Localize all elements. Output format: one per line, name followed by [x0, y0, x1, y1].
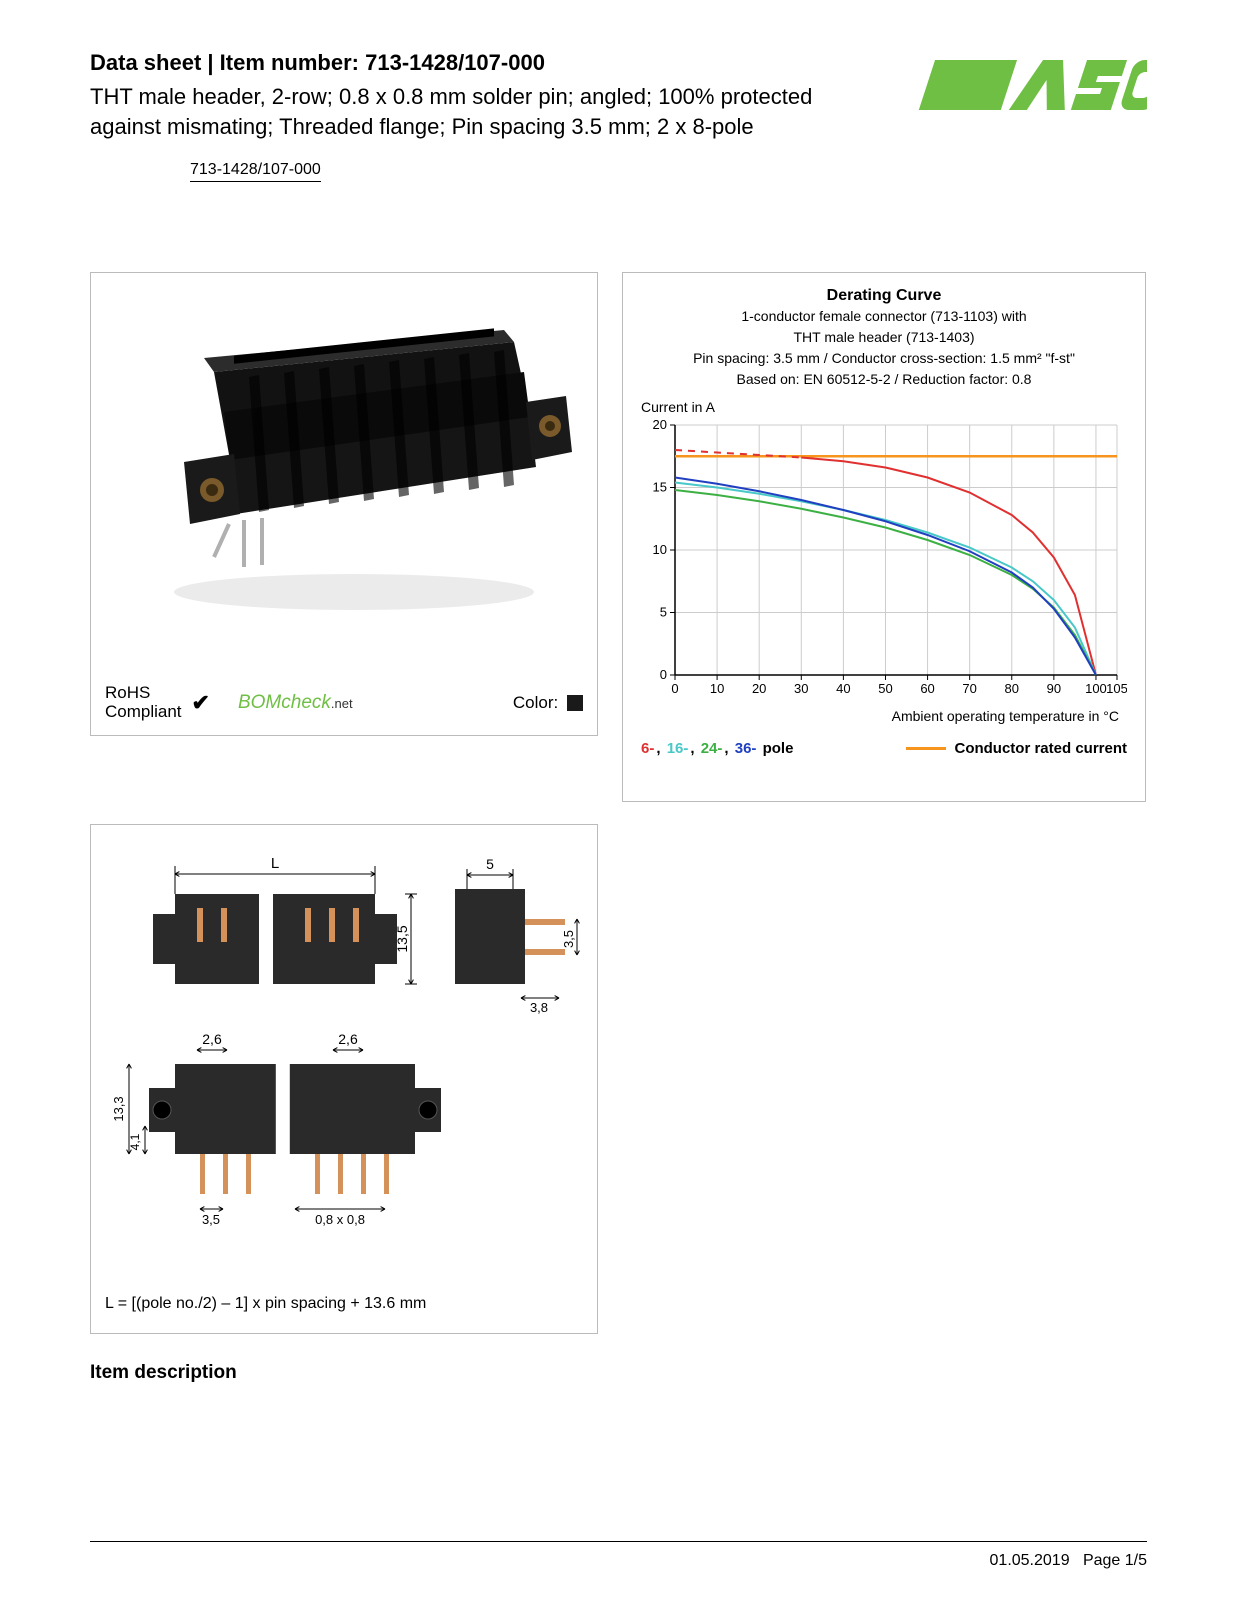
svg-text:80: 80: [1005, 681, 1019, 696]
svg-text:20: 20: [752, 681, 766, 696]
footer: 01.05.2019 Page 1/5: [990, 1552, 1147, 1570]
rohs-badge: RoHS Compliant ✔ BOMcheck.net: [105, 684, 353, 721]
title-prefix: Data sheet | Item number:: [90, 50, 365, 75]
footer-rule: [90, 1541, 1147, 1542]
svg-text:13,5: 13,5: [394, 926, 410, 953]
svg-text:15: 15: [653, 479, 667, 494]
footer-page: Page 1/5: [1083, 1552, 1147, 1569]
dimensions-panel: L 13,5 5 3,5 3,8 2,6 2,6 13,34,1 3,5 0,8 x 0,8 L …: [90, 824, 598, 1334]
chart-xlabel: Ambient operating temperature in °C: [641, 708, 1127, 724]
chart-title: Derating Curve: [641, 287, 1127, 305]
svg-text:10: 10: [710, 681, 724, 696]
svg-text:40: 40: [836, 681, 850, 696]
svg-text:2,6: 2,6: [202, 1031, 222, 1047]
legend-24: 24-: [701, 740, 723, 757]
rohs-line1: RoHS: [105, 684, 182, 703]
svg-text:10: 10: [653, 542, 667, 557]
color-label: Color:: [513, 693, 558, 712]
svg-text:0: 0: [671, 681, 678, 696]
rohs-line2: Compliant: [105, 703, 182, 722]
color-swatch: [567, 695, 583, 711]
derating-chart-panel: Derating Curve 1-conductor female connec…: [622, 272, 1146, 802]
svg-text:L: L: [271, 855, 279, 872]
product-image: [105, 287, 583, 657]
footer-date: 01.05.2019: [990, 1552, 1070, 1569]
chart-legend: 6-, 16-, 24-, 36- pole Conductor rated c…: [641, 740, 1127, 757]
svg-text:30: 30: [794, 681, 808, 696]
legend-6: 6-: [641, 740, 654, 757]
svg-text:4,1: 4,1: [128, 1134, 142, 1151]
color-indicator: Color:: [513, 693, 583, 713]
svg-text:0,8 x 0,8: 0,8 x 0,8: [315, 1212, 365, 1227]
svg-text:5: 5: [486, 856, 494, 872]
svg-text:50: 50: [878, 681, 892, 696]
legend-rated-label: Conductor rated current: [954, 740, 1127, 757]
svg-text:5: 5: [660, 604, 667, 619]
dimension-drawings: L 13,5 5 3,5 3,8 2,6 2,6 13,34,1 3,5 0,8 x 0,8: [105, 839, 583, 1275]
svg-text:3,8: 3,8: [530, 1000, 548, 1015]
svg-text:105: 105: [1106, 681, 1127, 696]
bomcheck-text: BOMcheck: [238, 692, 331, 713]
length-formula: L = [(pole no./2) – 1] x pin spacing + 1…: [105, 1295, 583, 1313]
header: Data sheet | Item number: 713-1428/107-0…: [90, 50, 1147, 141]
header-text: Data sheet | Item number: 713-1428/107-0…: [90, 50, 877, 141]
svg-text:13,3: 13,3: [111, 1097, 126, 1122]
product-image-panel: RoHS Compliant ✔ BOMcheck.net Color:: [90, 272, 598, 736]
svg-text:60: 60: [920, 681, 934, 696]
derating-chart: 0 10 20 30 40 50 60 70 80 90 100105 0 5 10 15 20: [641, 419, 1127, 699]
chart-sub-3: Based on: EN 60512-5-2 / Reduction facto…: [641, 370, 1127, 389]
legend-rated: Conductor rated current: [906, 740, 1127, 757]
legend-rated-line: [906, 747, 946, 750]
svg-text:100: 100: [1085, 681, 1107, 696]
page-title: Data sheet | Item number: 713-1428/107-0…: [90, 50, 877, 76]
bomcheck-badge: BOMcheck.net: [238, 692, 353, 714]
legend-poles: 6-, 16-, 24-, 36- pole: [641, 740, 795, 757]
chart-sub-0: 1-conductor female connector (713-1103) …: [641, 307, 1127, 326]
chart-sub-2: Pin spacing: 3.5 mm / Conductor cross-se…: [641, 349, 1127, 368]
chart-ylabel: Current in A: [641, 399, 1127, 415]
check-icon: ✔: [192, 690, 210, 716]
legend-pole-suffix: pole: [763, 740, 794, 757]
svg-text:20: 20: [653, 419, 667, 432]
item-number-link[interactable]: 713-1428/107-000: [190, 161, 321, 182]
section-item-description: Item description: [90, 1362, 1147, 1384]
chart-sub-1: THT male header (713-1403): [641, 328, 1127, 347]
svg-text:70: 70: [962, 681, 976, 696]
brand-logo: [907, 54, 1147, 121]
badges-row: RoHS Compliant ✔ BOMcheck.net Color:: [105, 684, 583, 721]
legend-16: 16-: [667, 740, 689, 757]
bomcheck-suffix: .net: [331, 696, 353, 711]
legend-36: 36-: [735, 740, 757, 757]
svg-text:3,5: 3,5: [202, 1212, 220, 1227]
product-description: THT male header, 2-row; 0.8 x 0.8 mm sol…: [90, 82, 877, 141]
svg-text:2,6: 2,6: [338, 1031, 358, 1047]
svg-text:0: 0: [660, 667, 667, 682]
svg-text:3,5: 3,5: [561, 930, 576, 948]
svg-text:90: 90: [1047, 681, 1061, 696]
title-item-number: 713-1428/107-000: [365, 50, 545, 75]
